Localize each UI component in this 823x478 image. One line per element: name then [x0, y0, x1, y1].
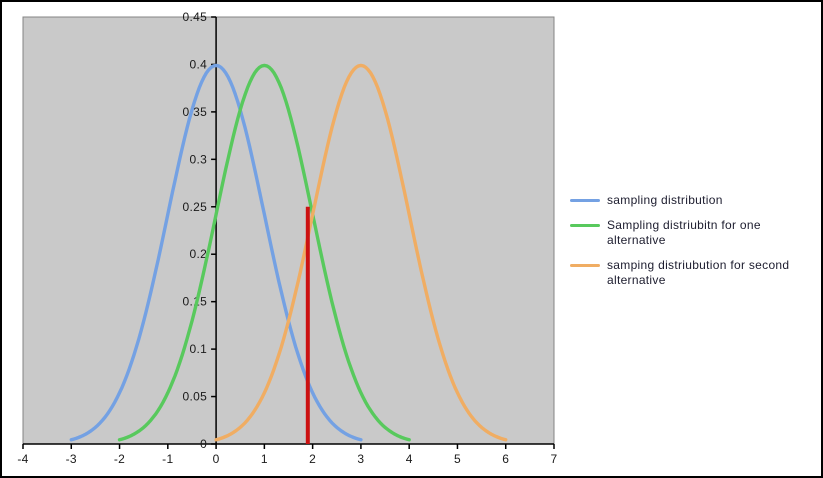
y-tick-label: 0.2 [189, 247, 207, 261]
x-tick-label: 3 [357, 452, 364, 466]
legend-line-icon [570, 264, 600, 267]
x-tick-label: 4 [406, 452, 413, 466]
x-tick-label: 6 [502, 452, 509, 466]
x-tick-label: 1 [261, 452, 268, 466]
legend-label: Sampling distriubitn for one alternative [607, 218, 761, 247]
legend-entry-one-alternative: Sampling distriubitn for one alternative [570, 218, 821, 248]
curve-series-2 [214, 63, 508, 442]
y-tick-label: 0.35 [183, 105, 208, 119]
y-tick-label: 0.25 [183, 200, 208, 214]
y-tick-label: 0 [200, 437, 207, 451]
legend-label: sampling distribution [607, 193, 723, 207]
legend-line-icon [570, 199, 600, 202]
x-tick-label: -3 [66, 452, 77, 466]
x-tick-label: 2 [309, 452, 316, 466]
y-tick-label: 0.45 [183, 10, 208, 24]
x-tick-label: 5 [454, 452, 461, 466]
y-tick-label: 0.3 [189, 152, 207, 166]
x-tick-label: -2 [114, 452, 125, 466]
legend: sampling distribution Sampling distriubi… [570, 193, 821, 288]
y-tick-label: 0.1 [189, 342, 207, 356]
legend-line-icon [570, 224, 600, 227]
x-tick-label: -4 [17, 452, 28, 466]
x-tick-label: 0 [213, 452, 220, 466]
legend-entry-sampling-distribution: sampling distribution [570, 193, 821, 208]
legend-label: samping distriubution for second alterna… [607, 258, 790, 287]
plot-area [22, 16, 555, 445]
curve-series-1 [117, 63, 411, 442]
y-tick-label: 0.05 [183, 390, 208, 404]
legend-entry-second-alternative: samping distriubution for second alterna… [570, 258, 821, 288]
y-tick-label: 0.4 [189, 57, 207, 71]
y-tick-label: 0.15 [183, 295, 208, 309]
x-tick-label: 7 [551, 452, 558, 466]
curve-series-0 [69, 63, 363, 442]
x-tick-label: -1 [162, 452, 173, 466]
